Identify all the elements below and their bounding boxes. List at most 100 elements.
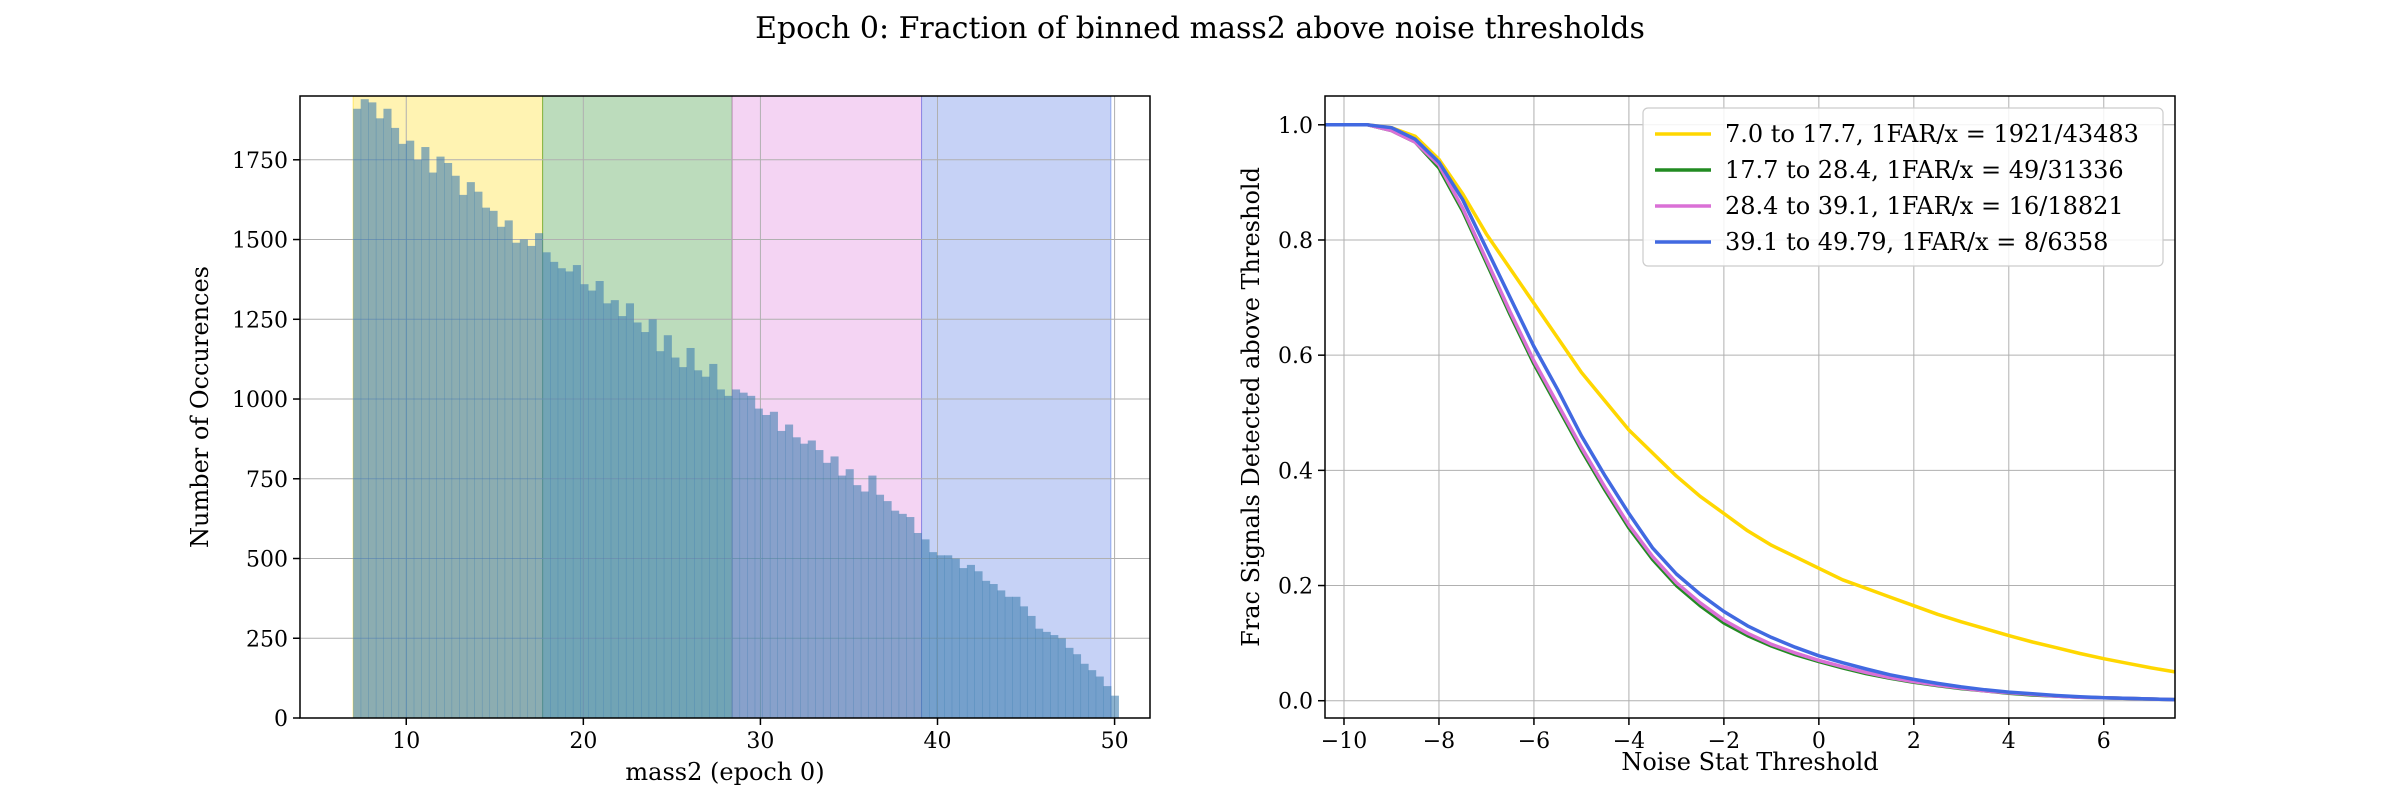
histogram-bar bbox=[1004, 596, 1013, 718]
histogram-bar bbox=[959, 568, 968, 718]
histogram-bar bbox=[974, 571, 983, 718]
legend-box bbox=[1642, 107, 2164, 267]
histogram-bar bbox=[618, 316, 627, 718]
y-tick-label: 1000 bbox=[232, 388, 288, 413]
line-x-axis-label: Noise Stat Threshold bbox=[1621, 748, 1878, 776]
histogram-bar bbox=[800, 443, 809, 718]
histogram-bar bbox=[519, 239, 528, 719]
histogram-x-axis-label: mass2 (epoch 0) bbox=[625, 758, 824, 786]
histogram-bar bbox=[982, 580, 991, 718]
line-frame bbox=[1324, 95, 2176, 719]
detection-fraction-panel: −10 −8 −6 −4 −2 0 2 4 6 0.0 0.2 0.4 0.6 0.8 1.0 Noise … bbox=[1237, 95, 2176, 776]
histogram-bar bbox=[360, 99, 369, 718]
histogram-y-axis-label: Number of Occurences bbox=[186, 266, 214, 548]
histogram-bar bbox=[1072, 654, 1082, 718]
line-y-axis-label: Frac Signals Detected above Threshold bbox=[1237, 167, 1265, 647]
histogram-bar bbox=[466, 182, 475, 719]
histogram-bar bbox=[572, 265, 581, 718]
legend-entry: 28.4 to 39.1, 1FAR/x = 16/18821 bbox=[1725, 192, 2124, 220]
histogram-bar bbox=[777, 430, 786, 718]
histogram-bar bbox=[747, 395, 756, 718]
y-tick-label: 0.0 bbox=[1278, 690, 1313, 715]
y-tick-label: 0.6 bbox=[1278, 344, 1313, 369]
histogram-bar bbox=[580, 284, 589, 718]
histogram-bar bbox=[792, 437, 801, 718]
histogram-bar bbox=[383, 108, 392, 718]
histogram-bar bbox=[671, 357, 680, 718]
line-ticks: −10 −8 −6 −4 −2 0 2 4 6 0.0 0.2 0.4 0.6 0.8 1.0 bbox=[1278, 114, 2111, 754]
histogram-bar bbox=[883, 501, 892, 718]
histogram-bar bbox=[709, 363, 718, 718]
histogram-bar bbox=[641, 332, 650, 718]
histogram-bar bbox=[1019, 606, 1029, 718]
x-tick-label: 2 bbox=[1907, 729, 1921, 754]
histogram-bar bbox=[1012, 596, 1021, 718]
x-tick-label: 4 bbox=[2002, 729, 2016, 754]
y-tick-label: 1.0 bbox=[1278, 114, 1313, 139]
histogram-bar bbox=[921, 539, 930, 718]
histogram-bar bbox=[845, 469, 854, 718]
y-tick-label: 1750 bbox=[232, 149, 288, 174]
histogram-bar bbox=[898, 513, 907, 718]
histogram-bar bbox=[989, 584, 998, 718]
histogram-bar bbox=[375, 118, 384, 719]
histogram-bar bbox=[459, 194, 468, 718]
y-tick-label: 1250 bbox=[232, 308, 288, 333]
histogram-bar bbox=[1080, 663, 1089, 718]
histogram-bar bbox=[474, 191, 483, 718]
histogram-bar bbox=[1050, 635, 1059, 718]
x-tick-label: −2 bbox=[1708, 729, 1740, 754]
histogram-bar bbox=[565, 271, 574, 718]
x-tick-label: 50 bbox=[1101, 729, 1129, 754]
histogram-bar bbox=[716, 389, 725, 718]
x-tick-label: −8 bbox=[1423, 729, 1455, 754]
histogram-bar bbox=[534, 233, 544, 718]
x-tick-label: 30 bbox=[746, 729, 774, 754]
histogram-bar bbox=[550, 261, 559, 718]
histogram-bar bbox=[906, 517, 915, 718]
x-tick-label: 40 bbox=[924, 729, 952, 754]
histogram-bar bbox=[860, 491, 869, 718]
y-tick-label: 500 bbox=[246, 548, 288, 573]
histogram-bar bbox=[421, 147, 430, 719]
x-tick-label: 0 bbox=[1812, 729, 1826, 754]
histogram-bar bbox=[489, 210, 498, 719]
x-tick-label: −4 bbox=[1613, 729, 1645, 754]
histogram-bar bbox=[868, 475, 877, 718]
histogram-bar bbox=[391, 127, 400, 718]
y-tick-label: 0 bbox=[274, 707, 288, 732]
histogram-bar bbox=[436, 156, 445, 719]
histogram-bar bbox=[838, 475, 847, 718]
histogram-bar bbox=[648, 319, 657, 718]
legend-entry: 39.1 to 49.79, 1FAR/x = 8/6358 bbox=[1725, 228, 2108, 256]
histogram-bar bbox=[1035, 628, 1044, 718]
histogram-bar bbox=[785, 424, 794, 718]
histogram-bar bbox=[1065, 647, 1074, 718]
histogram-bar bbox=[444, 162, 453, 718]
histogram-bar bbox=[815, 450, 824, 718]
x-tick-label: 20 bbox=[569, 729, 597, 754]
histogram-bar bbox=[504, 220, 513, 718]
histogram-bar bbox=[769, 411, 778, 718]
histogram-bar bbox=[633, 322, 642, 718]
y-tick-label: 1500 bbox=[232, 229, 288, 254]
x-tick-label: 10 bbox=[392, 729, 420, 754]
histogram-bar bbox=[603, 303, 612, 718]
legend-entry: 17.7 to 28.4, 1FAR/x = 49/31336 bbox=[1725, 156, 2124, 184]
histogram-bar bbox=[936, 555, 945, 718]
histogram-bar bbox=[1042, 631, 1051, 718]
histogram-bar bbox=[686, 347, 695, 718]
histogram-bar bbox=[497, 226, 506, 718]
histogram-bar bbox=[913, 532, 922, 718]
line-series bbox=[1325, 123, 2176, 702]
histogram-bar bbox=[1027, 615, 1036, 718]
histogram-bar bbox=[353, 108, 362, 718]
histogram-bar bbox=[1057, 638, 1066, 718]
histogram-bar bbox=[1110, 695, 1119, 718]
histogram-bar bbox=[588, 290, 597, 718]
histogram-bar bbox=[997, 590, 1006, 718]
histogram-bar bbox=[944, 555, 953, 718]
